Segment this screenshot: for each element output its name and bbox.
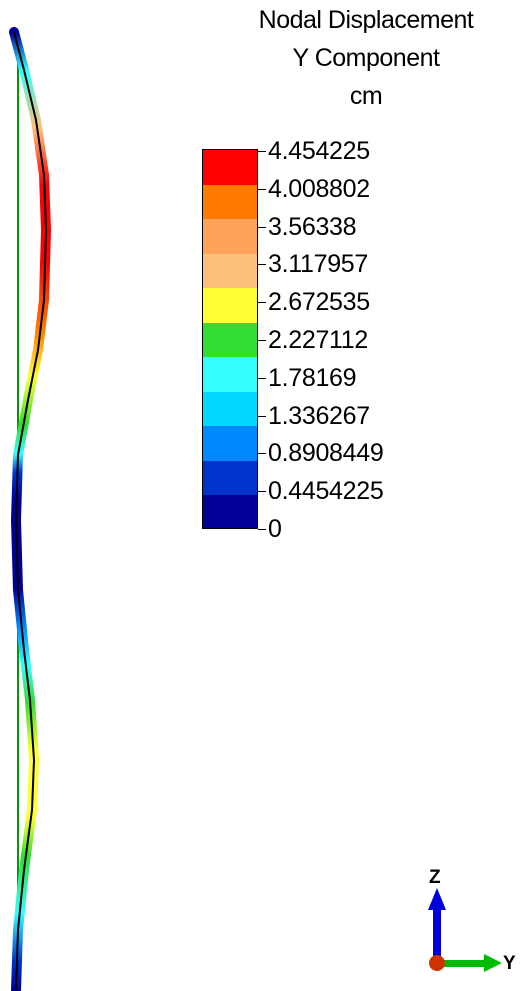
legend-value-label: 2.227112: [268, 326, 369, 354]
legend-value-label: 4.008802: [268, 174, 370, 203]
legend-tick: [258, 151, 266, 152]
legend-tick: [258, 377, 266, 379]
legend-band: [203, 184, 257, 221]
legend-value-label: 0: [268, 515, 282, 543]
deformed-shape-centerline: [13, 31, 47, 991]
legend-tick: [258, 453, 266, 455]
legend-value-label: 3.56338: [268, 212, 357, 241]
y-axis-arrowhead: [484, 954, 502, 972]
legend-band: [203, 322, 257, 359]
plot-title-line2: Y Component: [292, 44, 440, 72]
legend-band: [203, 219, 257, 255]
legend-band: [203, 426, 257, 462]
legend-tick: [258, 264, 266, 266]
legend-tick: [258, 529, 266, 530]
legend-tick: [258, 340, 266, 341]
legend-tick: [258, 415, 266, 417]
z-axis-label: Z: [429, 867, 441, 888]
legend-value-label: 0.8908449: [268, 439, 384, 468]
deformed-beam-plot: [9, 27, 51, 991]
legend-value-label: 1.78169: [268, 363, 357, 392]
legend-value-label: 0.4454225: [268, 477, 384, 506]
legend-band: [203, 460, 257, 497]
coordinate-triad: [428, 888, 502, 972]
y-axis-shaft: [437, 960, 487, 967]
legend-band: [203, 391, 257, 428]
legend-band: [203, 288, 257, 324]
legend-value-label: 1.336267: [268, 401, 370, 430]
plot-title-unit: cm: [349, 82, 383, 110]
legend-band: [203, 495, 257, 528]
legend-band: [203, 357, 257, 393]
triad-origin: [429, 955, 445, 971]
legend-band: [203, 253, 257, 290]
legend-tick: [258, 302, 266, 304]
legend-tick: [258, 188, 266, 190]
z-axis-shaft: [433, 908, 441, 963]
z-axis-arrowhead: [428, 888, 446, 910]
plot-title-line1: Nodal Displacement: [258, 6, 474, 34]
legend-value-label: 4.454225: [268, 137, 370, 165]
legend-band: [203, 150, 257, 186]
legend-value-label: 2.672535: [268, 288, 370, 317]
legend-tick: [258, 226, 266, 228]
legend-color-bar: [202, 149, 258, 529]
legend-value-label: 3.117957: [268, 250, 369, 279]
y-axis-label: Y: [503, 953, 516, 974]
legend-tick: [258, 491, 266, 493]
